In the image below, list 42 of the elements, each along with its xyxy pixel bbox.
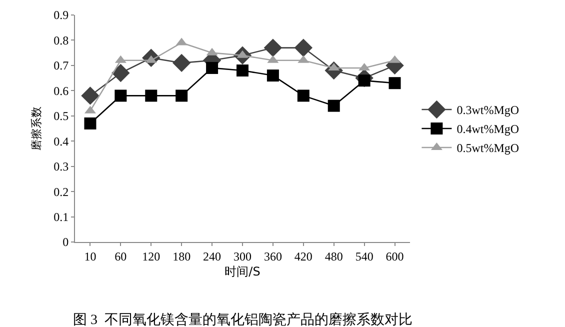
x-tick-label: 180 bbox=[172, 249, 191, 264]
legend-label: 0.4wt%MgO bbox=[456, 122, 520, 136]
point bbox=[388, 77, 401, 90]
point bbox=[145, 90, 158, 102]
point bbox=[81, 86, 100, 105]
x-axis-title: 时间/S bbox=[224, 264, 260, 278]
point bbox=[328, 100, 340, 112]
y-tick-label: 0.3 bbox=[54, 160, 69, 174]
legend-label: 0.3wt%MgO bbox=[456, 103, 520, 118]
y-tick-label: 0.9 bbox=[54, 8, 69, 22]
point bbox=[176, 90, 188, 102]
caption: 图 3 不同氧化镁含量的氧化铝陶瓷产品的磨擦系数对比 bbox=[73, 312, 412, 327]
x-tick-label: 10 bbox=[84, 249, 96, 264]
x-tick-label: 120 bbox=[142, 249, 160, 264]
point bbox=[172, 54, 191, 72]
point bbox=[206, 62, 218, 74]
x-tick-label: 540 bbox=[355, 249, 374, 264]
x-tick-label: 60 bbox=[114, 249, 127, 264]
point bbox=[297, 90, 310, 102]
point bbox=[114, 90, 127, 102]
y-tick-label: 0.8 bbox=[54, 33, 69, 48]
x-tick-label: 480 bbox=[324, 249, 343, 264]
y-tick-label: 0.2 bbox=[54, 184, 69, 199]
point bbox=[266, 70, 279, 82]
point bbox=[264, 38, 282, 57]
x-tick-label: 240 bbox=[203, 249, 222, 264]
point bbox=[294, 38, 313, 57]
x-tick-label: 300 bbox=[234, 249, 252, 264]
legend-label: 0.5wt%MgO bbox=[456, 141, 520, 156]
x-tick-label: 600 bbox=[386, 249, 404, 264]
point bbox=[84, 117, 96, 130]
point bbox=[236, 64, 248, 76]
x-tick-label: 360 bbox=[264, 249, 282, 264]
point bbox=[112, 64, 130, 82]
y-tick-label: 0.7 bbox=[54, 58, 69, 73]
y-tick-label: 0.4 bbox=[54, 134, 69, 148]
y-tick-label: 0 bbox=[62, 235, 69, 250]
y-tick-label: 0.6 bbox=[54, 84, 69, 98]
x-tick-label: 420 bbox=[294, 249, 312, 264]
y-axis-title: 磨擦系数 bbox=[30, 106, 44, 150]
y-tick-label: 0.1 bbox=[54, 210, 69, 224]
y-tick-label: 0.5 bbox=[54, 109, 69, 124]
